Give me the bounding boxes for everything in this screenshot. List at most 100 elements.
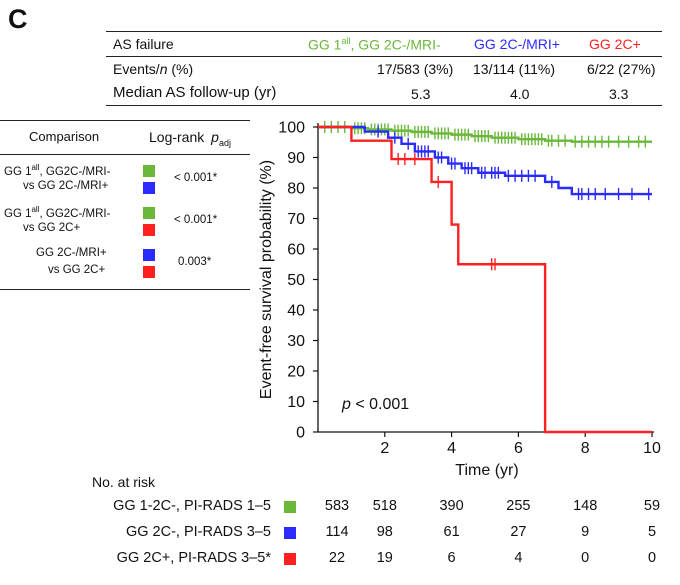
y-tick-label: 100 bbox=[278, 120, 305, 137]
comparison-table-bottom-rule bbox=[0, 289, 250, 290]
risk-count-cell: 4 bbox=[514, 550, 523, 566]
risk-count-cell: 98 bbox=[376, 524, 393, 540]
y-tick-label: 50 bbox=[287, 272, 305, 289]
comparison-row-3-line1: GG 2C-/MRI+ bbox=[36, 247, 107, 259]
comparison-row-1-line1: GG 1all, GG2C-/MRI- bbox=[4, 163, 110, 178]
comparison-table-top-rule bbox=[0, 120, 250, 121]
group-header-gg2c-pos: GG 2C+ bbox=[589, 36, 641, 52]
x-tick-label: 4 bbox=[447, 440, 456, 457]
group-header-gg2c-mri-pos: GG 2C-/MRI+ bbox=[474, 36, 560, 52]
summary-table-header-rule bbox=[106, 56, 662, 57]
risk-row-label: GG 1-2C-, PI-RADS 1–5 bbox=[113, 498, 271, 514]
events-label-tail: (%) bbox=[167, 61, 194, 77]
panel-label: C bbox=[8, 4, 28, 34]
median-value-gg2c-mri-pos: 4.0 bbox=[510, 86, 530, 102]
group-header-gg1-sup: all bbox=[341, 36, 351, 46]
y-tick-label: 30 bbox=[287, 333, 305, 350]
cmp-1-sup: all bbox=[31, 163, 40, 172]
risk-count-cell: 0 bbox=[581, 550, 590, 566]
comparison-row-2-red-swatch bbox=[143, 224, 155, 236]
events-label-n: n bbox=[159, 61, 168, 77]
x-tick-label: 8 bbox=[581, 440, 590, 457]
risk-count-cell: 5 bbox=[647, 524, 657, 540]
comparison-row-1-line2: vs GG 2C-/MRI+ bbox=[23, 180, 109, 192]
risk-count-cell: 583 bbox=[324, 498, 350, 514]
comparison-row-1-value: < 0.001* bbox=[174, 172, 218, 184]
summary-row-label-events: Events/n (%) bbox=[113, 61, 193, 77]
y-tick-label: 40 bbox=[287, 303, 305, 320]
cmp-1-post: , GG2C-/MRI- bbox=[39, 165, 111, 178]
comparison-row-2-line2: vs GG 2C+ bbox=[23, 222, 81, 234]
comparison-table-header-rule bbox=[0, 154, 250, 155]
events-value-gg2c-mri-pos: 13/114 (11%) bbox=[473, 61, 555, 77]
comparison-row-3-red-swatch bbox=[143, 266, 155, 278]
risk-count-cell: 518 bbox=[372, 498, 397, 514]
median-value-gg1: 5.3 bbox=[411, 86, 431, 102]
events-value-gg2c-pos: 6/22 (27%) bbox=[587, 61, 656, 77]
risk-row-label: GG 2C-, PI-RADS 3–5 bbox=[125, 524, 271, 540]
risk-count-cell: 59 bbox=[643, 498, 661, 514]
events-label-main: Events/ bbox=[113, 61, 160, 77]
comparison-row-3-blue-swatch bbox=[143, 249, 155, 261]
summary-row-label-median: Median AS follow-up (yr) bbox=[113, 84, 277, 101]
y-tick-label: 0 bbox=[296, 425, 305, 442]
comparison-row-1-blue-swatch bbox=[143, 182, 155, 194]
x-axis-title: Time (yr) bbox=[455, 462, 518, 479]
risk-row-swatch bbox=[284, 501, 296, 513]
km-series-group bbox=[318, 121, 652, 434]
y-tick-label: 80 bbox=[287, 181, 305, 198]
risk-row-label: GG 2C+, PI-RADS 3–5* bbox=[116, 550, 271, 566]
logrank-header-text: Log-rank bbox=[149, 129, 205, 145]
y-axis-title: Event-free survival probability (%) bbox=[258, 160, 275, 399]
risk-count-cell: 390 bbox=[439, 498, 464, 514]
risk-row-swatch bbox=[284, 553, 296, 565]
group-header-gg1-pre: GG 1 bbox=[308, 36, 342, 53]
comparison-row-3-value: 0.003* bbox=[178, 256, 212, 268]
x-tick-label: 2 bbox=[380, 440, 389, 457]
p-value-annotation: p < 0.001 bbox=[341, 396, 409, 413]
risk-count-cell: 22 bbox=[328, 550, 346, 566]
y-tick-label: 10 bbox=[287, 394, 305, 411]
risk-count-cell: 27 bbox=[510, 524, 527, 540]
summary-row-label-as-failure: AS failure bbox=[113, 36, 174, 52]
summary-table-top-rule bbox=[106, 31, 662, 32]
km-labels-group: 0 10 20 30 40 50 60 70 80 90 100 2 4 6 8 10 Time (yr) Eve… bbox=[258, 120, 661, 480]
risk-count-cell: 148 bbox=[573, 498, 598, 514]
logrank-header-p: p bbox=[211, 129, 219, 145]
p-value-rest: < 0.001 bbox=[351, 396, 409, 413]
cmp-2-post: , GG2C-/MRI- bbox=[39, 207, 111, 220]
y-tick-label: 90 bbox=[287, 150, 305, 167]
x-tick-label: 6 bbox=[514, 440, 523, 457]
comparison-header: Comparison bbox=[29, 129, 100, 144]
comparison-row-2-value: < 0.001* bbox=[174, 214, 218, 226]
y-tick-label: 20 bbox=[287, 364, 305, 381]
risk-count-cell: 255 bbox=[506, 498, 531, 514]
p-value-p: p bbox=[341, 396, 351, 413]
cmp-2-sup: all bbox=[31, 205, 40, 214]
km-axes-group bbox=[313, 123, 654, 437]
risk-count-cell: 9 bbox=[581, 524, 590, 540]
events-value-gg1: 17/583 (3%) bbox=[377, 61, 454, 77]
risk-count-cell: 0 bbox=[647, 550, 657, 566]
group-header-gg1-post: , GG 2C-/MRI- bbox=[350, 36, 441, 53]
risk-count-cell: 6 bbox=[447, 550, 456, 566]
summary-table-bottom-rule bbox=[106, 105, 662, 106]
cmp-2-pre: GG 1 bbox=[4, 207, 32, 220]
x-tick-label: 10 bbox=[643, 440, 661, 457]
risk-count-cell: 19 bbox=[376, 550, 393, 566]
y-tick-label: 60 bbox=[287, 242, 305, 259]
logrank-header: Log-rank padj bbox=[149, 129, 231, 148]
group-header-gg1: GG 1all, GG 2C-/MRI- bbox=[308, 36, 441, 53]
risk-count-cell: 114 bbox=[325, 524, 349, 540]
y-tick-label: 70 bbox=[287, 211, 305, 228]
risk-row-swatch bbox=[284, 527, 296, 539]
cmp-1-pre: GG 1 bbox=[4, 165, 32, 178]
comparison-row-3-line2: vs GG 2C+ bbox=[48, 264, 106, 276]
km-curve-series-1 bbox=[318, 125, 652, 143]
risk-table-title: No. at risk bbox=[92, 474, 156, 490]
comparison-row-1-green-swatch bbox=[143, 165, 155, 177]
comparison-row-2-line1: GG 1all, GG2C-/MRI- bbox=[4, 205, 110, 220]
km-curve-series-3 bbox=[318, 125, 652, 434]
comparison-row-2-green-swatch bbox=[143, 207, 155, 219]
